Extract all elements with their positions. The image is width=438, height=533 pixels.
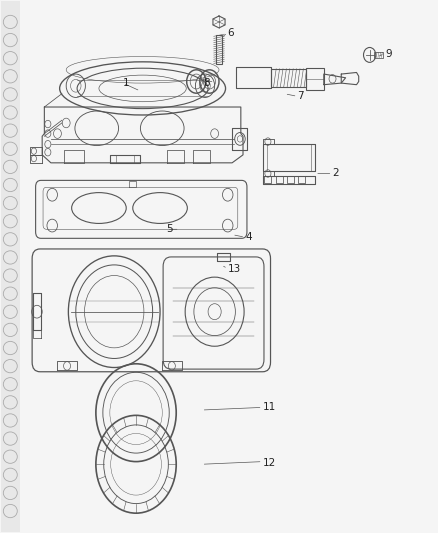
Text: 6: 6 [228, 28, 234, 38]
Text: 12: 12 [263, 458, 276, 468]
Bar [374, 52, 383, 58]
Bar [272, 69, 306, 87]
Text: 7: 7 [297, 91, 304, 101]
Text: 8: 8 [204, 78, 210, 88]
Text: 2: 2 [332, 168, 339, 179]
Bar [306, 68, 324, 90]
Bar [215, 35, 223, 64]
Text: 13: 13 [228, 264, 241, 274]
Text: 5: 5 [166, 224, 173, 235]
Bar [1, 1, 20, 532]
Text: 1: 1 [123, 78, 130, 88]
Text: 4: 4 [245, 232, 252, 243]
Text: 9: 9 [385, 49, 392, 59]
Text: 11: 11 [263, 402, 276, 413]
